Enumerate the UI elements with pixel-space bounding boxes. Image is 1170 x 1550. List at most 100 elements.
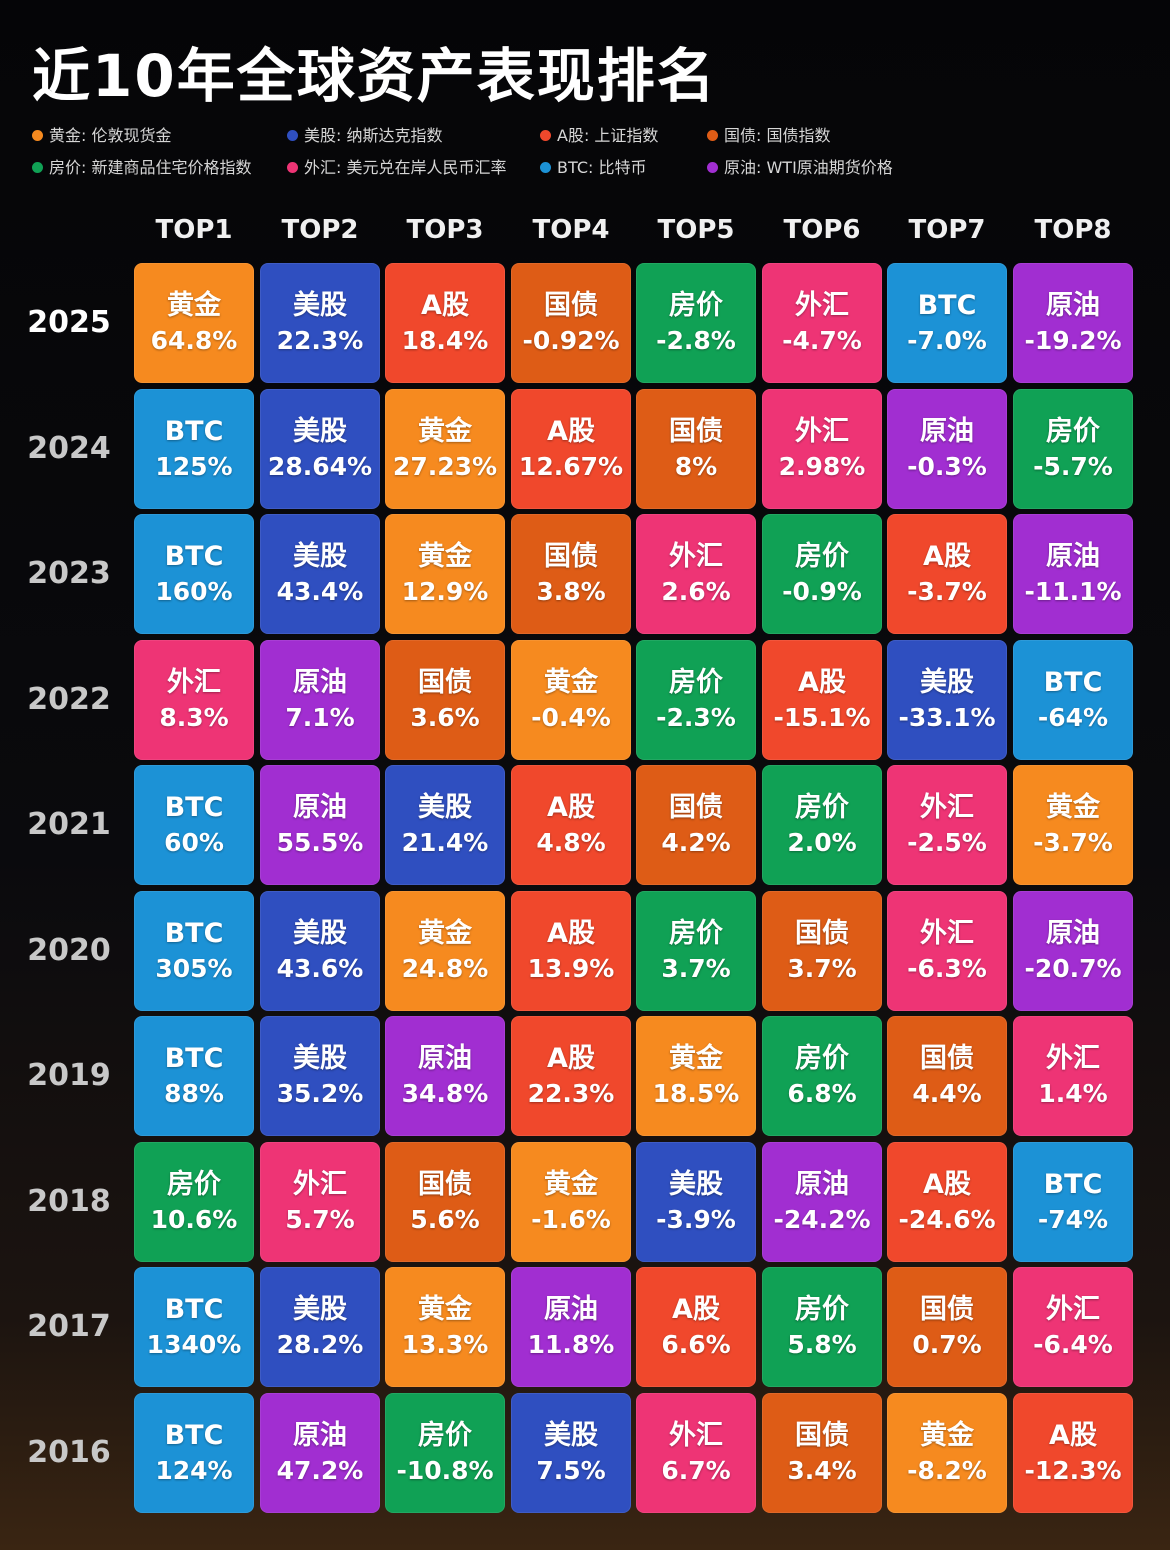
asset-cell: 外汇 1.4%	[1013, 1016, 1133, 1136]
asset-name: BTC	[917, 290, 977, 321]
legend-item: 黄金: 伦敦现货金	[32, 124, 171, 148]
asset-name: BTC	[1043, 666, 1103, 698]
asset-return: 43.4%	[276, 577, 364, 606]
asset-name: 原油	[418, 1043, 472, 1074]
asset-return: 13.3%	[401, 1330, 489, 1359]
legend-item: 房价: 新建商品住宅价格指数	[32, 156, 251, 180]
asset-return: -64%	[1037, 702, 1109, 732]
asset-cell: 美股 28.64%	[260, 388, 380, 509]
asset-return: -6.3%	[907, 953, 987, 983]
asset-name: 原油	[1046, 541, 1100, 572]
asset-return: 47.2%	[276, 1455, 364, 1485]
asset-return: 24.8%	[401, 953, 489, 983]
asset-cell: BTC 1340%	[134, 1267, 254, 1387]
column-header: TOP3	[406, 215, 484, 245]
asset-name: 黄金	[418, 1294, 472, 1325]
asset-cell: 外汇 -6.3%	[887, 890, 1007, 1011]
asset-cell: 原油 -11.1%	[1013, 514, 1133, 634]
asset-name: 房价	[669, 666, 723, 698]
asset-name: 房价	[167, 1168, 221, 1200]
asset-return: 2.98%	[778, 451, 866, 481]
asset-return: -0.3%	[907, 451, 987, 481]
asset-cell: 美股 7.5%	[511, 1392, 631, 1513]
column-header: TOP5	[657, 215, 735, 245]
asset-name: 原油	[293, 666, 347, 698]
page-title: 近10年全球资产表现排名	[32, 42, 717, 110]
asset-return: 2.6%	[661, 577, 731, 606]
asset-return: -1.6%	[531, 1204, 611, 1234]
legend-dot-icon	[707, 162, 718, 173]
asset-cell: 外汇 8.3%	[134, 639, 254, 760]
asset-return: 305%	[155, 953, 233, 983]
legend-dot-icon	[32, 162, 43, 173]
asset-name: 原油	[293, 1419, 347, 1451]
asset-cell: A股 18.4%	[385, 263, 505, 383]
asset-name: BTC	[164, 1419, 224, 1451]
asset-name: BTC	[164, 1294, 224, 1325]
asset-cell: 黄金 -3.7%	[1013, 765, 1133, 885]
asset-name: 外汇	[167, 666, 221, 698]
asset-name: BTC	[164, 1043, 224, 1074]
asset-name: A股	[923, 1168, 971, 1200]
asset-cell: 美股 35.2%	[260, 1016, 380, 1136]
asset-return: -0.9%	[782, 577, 862, 606]
asset-return: 60%	[164, 828, 224, 857]
legend-item: 美股: 纳斯达克指数	[287, 124, 442, 148]
asset-name: 美股	[544, 1419, 598, 1451]
asset-name: A股	[923, 541, 971, 572]
asset-cell: 外汇 5.7%	[260, 1141, 380, 1262]
asset-cell: 房价 3.7%	[636, 890, 756, 1011]
asset-return: 2.0%	[787, 828, 857, 857]
asset-name: 美股	[293, 1294, 347, 1325]
asset-cell: A股 -24.6%	[887, 1141, 1007, 1262]
asset-return: 1.4%	[1038, 1079, 1108, 1108]
asset-cell: BTC 60%	[134, 765, 254, 885]
asset-return: -33.1%	[898, 702, 996, 732]
asset-cell: 国债 0.7%	[887, 1267, 1007, 1387]
asset-cell: A股 6.6%	[636, 1267, 756, 1387]
asset-return: -5.7%	[1033, 451, 1113, 481]
asset-name: 国债	[920, 1294, 974, 1325]
asset-return: 18.4%	[401, 326, 489, 355]
asset-cell: 外汇 -4.7%	[762, 263, 882, 383]
asset-name: 房价	[669, 917, 723, 949]
asset-return: 6.8%	[787, 1079, 857, 1108]
asset-name: A股	[1049, 1419, 1097, 1451]
asset-name: 外汇	[669, 541, 723, 572]
asset-name: 外汇	[293, 1168, 347, 1200]
asset-return: 21.4%	[401, 828, 489, 857]
asset-return: 4.2%	[661, 828, 731, 857]
asset-cell: 黄金 12.9%	[385, 514, 505, 634]
asset-cell: BTC 305%	[134, 890, 254, 1011]
asset-return: -20.7%	[1024, 953, 1122, 983]
legend-label: 外汇: 美元兑在岸人民币汇率	[304, 158, 507, 177]
legend-label: A股: 上证指数	[557, 126, 659, 145]
asset-return: -24.6%	[898, 1204, 996, 1234]
asset-return: -3.9%	[656, 1204, 736, 1234]
asset-cell: BTC -74%	[1013, 1141, 1133, 1262]
asset-name: A股	[547, 1043, 595, 1074]
asset-name: 黄金	[418, 415, 472, 447]
asset-cell: 黄金 -8.2%	[887, 1392, 1007, 1513]
asset-cell: 黄金 -0.4%	[511, 639, 631, 760]
asset-return: 28.64%	[267, 451, 373, 481]
asset-cell: 房价 -2.8%	[636, 263, 756, 383]
asset-cell: 美股 -33.1%	[887, 639, 1007, 760]
asset-cell: 美股 22.3%	[260, 263, 380, 383]
asset-cell: 外汇 -6.4%	[1013, 1267, 1133, 1387]
asset-cell: 黄金 24.8%	[385, 890, 505, 1011]
column-header-row: TOP1 TOP2 TOP3 TOP4 TOP5 TOP6 TOP7 TOP8	[0, 208, 1170, 252]
asset-cell: 房价 -5.7%	[1013, 388, 1133, 509]
asset-cell: 房价 -10.8%	[385, 1392, 505, 1513]
asset-name: 房价	[795, 1043, 849, 1074]
asset-name: 黄金	[418, 541, 472, 572]
asset-name: 国债	[544, 541, 598, 572]
asset-cell: 国债 4.4%	[887, 1016, 1007, 1136]
asset-return: 34.8%	[401, 1079, 489, 1108]
asset-cell: 黄金 64.8%	[134, 263, 254, 383]
asset-name: 国债	[669, 792, 723, 823]
asset-cell: 原油 7.1%	[260, 639, 380, 760]
asset-name: 国债	[418, 1168, 472, 1200]
asset-cell: 房价 2.0%	[762, 765, 882, 885]
asset-return: -15.1%	[773, 702, 871, 732]
